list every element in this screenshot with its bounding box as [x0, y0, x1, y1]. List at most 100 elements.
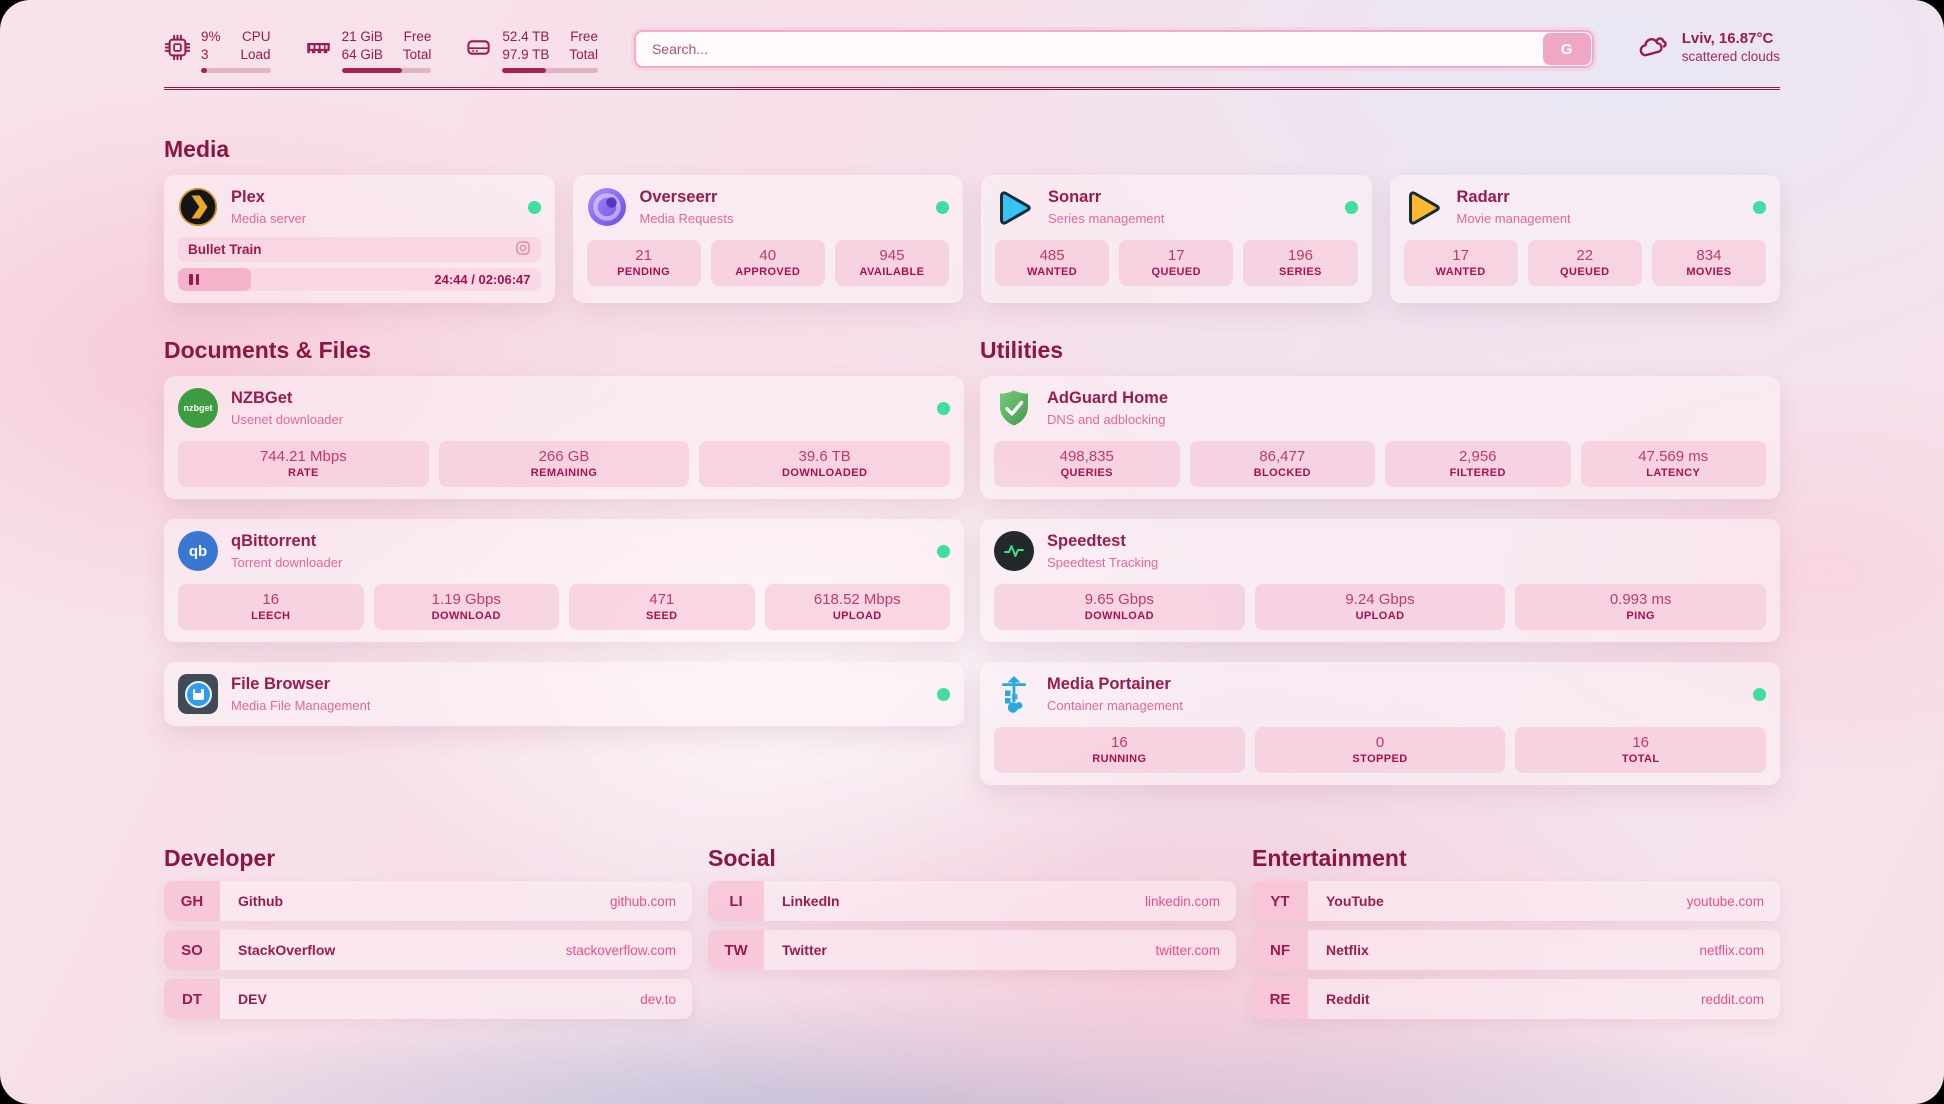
bookmark-host: linkedin.com [1144, 893, 1220, 909]
now-playing-title: Bullet Train [188, 242, 262, 258]
now-playing-row: Bullet Train [178, 237, 541, 263]
bookmark-name: DEV [238, 991, 267, 1008]
status-dot [936, 200, 949, 214]
stats-row: 498,835 QUERIES 86,477 BLOCKED 2,956 FIL… [994, 441, 1766, 488]
stat-leech: 16 LEECH [178, 584, 364, 631]
speedtest-link[interactable]: Speedtest Speedtest Tracking [994, 531, 1766, 572]
stats-row: 21 PENDING 40 APPROVED 945 AVAILABLE [586, 240, 950, 287]
stat-running: 16 RUNNING [994, 727, 1245, 774]
stat-latency: 47.569 ms LATENCY [1580, 441, 1766, 488]
stat-remaining: 266 GB REMAINING [438, 441, 690, 488]
bookmark-linkedin[interactable]: LI LinkedIn linkedin.com [708, 881, 1236, 922]
service-subtitle: Movie management [1456, 210, 1571, 226]
service-subtitle: DNS and adblocking [1047, 411, 1166, 427]
bookmark-abbr: YT [1252, 881, 1308, 922]
playback-progress-bar: 24:44 / 02:06:47 [178, 268, 541, 292]
service-card-nzbget: nzbget NZBGet Usenet downloader 744.21 M… [164, 376, 964, 500]
service-name: File Browser [231, 674, 331, 693]
sonarr-icon [995, 187, 1035, 227]
filebrowser-link[interactable]: File Browser Media File Management [178, 674, 950, 715]
bookmark-host: reddit.com [1700, 991, 1764, 1007]
bookmark-abbr: DT [164, 979, 220, 1020]
stat-downloaded: 39.6 TB DOWNLOADED [699, 441, 951, 488]
section-title-media: Media [164, 136, 230, 163]
bookmark-netflix[interactable]: NF Netflix netflix.com [1252, 930, 1780, 971]
nzbget-link[interactable]: nzbget NZBGet Usenet downloader [178, 388, 950, 429]
bookmark-name: StackOverflow [238, 942, 336, 959]
bookmark-abbr: SO [164, 930, 220, 971]
bookmark-reddit[interactable]: RE Reddit reddit.com [1252, 979, 1780, 1020]
bookmark-host: stackoverflow.com [565, 942, 676, 958]
adguard-icon [994, 388, 1034, 428]
pause-icon[interactable] [189, 274, 199, 286]
bookmark-name: YouTube [1326, 893, 1384, 910]
disk-free-label: Free [570, 29, 598, 44]
bookmark-abbr: LI [708, 881, 764, 922]
service-card-overseerr: Overseerr Media Requests 21 PENDING 40 A… [572, 175, 963, 304]
stat-stopped: 0 STOPPED [1254, 727, 1506, 774]
disk-progress-bar [502, 68, 598, 74]
bookmark-youtube[interactable]: YT YouTube youtube.com [1252, 881, 1780, 922]
playback-progress-fill [178, 268, 251, 292]
stats-row: 17 WANTED 22 QUEUED 834 MOVIES [1403, 240, 1767, 287]
qbittorrent-link[interactable]: qb qBittorrent Torrent downloader [178, 531, 950, 572]
service-subtitle: Media File Management [231, 697, 371, 713]
disk-widget: 52.4 TB Free 97.9 TB Total [465, 28, 598, 74]
bookmark-host: dev.to [640, 991, 676, 1007]
cpu-icon [164, 28, 191, 66]
radarr-link[interactable]: Radarr Movie management [1404, 187, 1766, 227]
service-subtitle: Speedtest Tracking [1047, 554, 1159, 570]
stat-download: 9.65 Gbps DOWNLOAD [994, 584, 1245, 631]
service-name: AdGuard Home [1047, 388, 1169, 407]
stat-approved: 40 APPROVED [710, 240, 825, 287]
sonarr-link[interactable]: Sonarr Series management [995, 187, 1358, 227]
nzbget-icon: nzbget [178, 388, 218, 429]
memory-free-label: Free [403, 29, 432, 44]
plex-link[interactable]: Plex Media server [178, 187, 541, 227]
bookmark-stackoverflow[interactable]: SO StackOverflow stackoverflow.com [164, 930, 692, 971]
memory-widget: 21 GiB Free 64 GiB Total [305, 28, 432, 74]
stat-filtered: 2,956 FILTERED [1385, 441, 1571, 488]
bookmark-host: netflix.com [1699, 942, 1764, 958]
bookmark-dev[interactable]: DT DEV dev.to [164, 979, 692, 1020]
service-subtitle: Torrent downloader [231, 554, 343, 570]
service-card-filebrowser: File Browser Media File Management [164, 662, 964, 727]
bookmark-name: Reddit [1326, 991, 1370, 1008]
service-subtitle: Container management [1047, 697, 1183, 713]
stat-ping: 0.993 ms PING [1515, 584, 1767, 631]
bookmark-github[interactable]: GH Github github.com [164, 881, 692, 922]
entertainment-column: Entertainment YT YouTube youtube.com NF … [1252, 845, 1780, 1020]
weather-widget: Lviv, 16.87°C scattered clouds [1636, 30, 1780, 67]
disk-total-label: Total [569, 46, 598, 62]
plex-icon [178, 187, 218, 227]
stats-row: 744.21 Mbps RATE 266 GB REMAINING 39.6 T… [178, 441, 951, 488]
overseerr-link[interactable]: Overseerr Media Requests [587, 187, 949, 227]
service-subtitle: Usenet downloader [231, 411, 344, 427]
service-name: qBittorrent [231, 531, 317, 550]
documents-column: Documents & Files nzbget NZBGet Usenet d… [164, 337, 964, 785]
portainer-link[interactable]: Media Portainer Container management [994, 674, 1766, 714]
service-name: Plex [231, 187, 265, 206]
service-name: Radarr [1456, 187, 1510, 206]
social-column: Social LI LinkedIn linkedin.com TW Twitt… [708, 845, 1236, 1019]
service-name: Media Portainer [1047, 674, 1171, 693]
adguard-link[interactable]: AdGuard Home DNS and adblocking [994, 388, 1766, 428]
status-dot [1344, 200, 1358, 214]
stats-row: 9.65 Gbps DOWNLOAD 9.24 Gbps UPLOAD 0.99… [994, 584, 1767, 631]
disk-free: 52.4 TB [502, 29, 550, 44]
stat-pending: 21 PENDING [586, 240, 701, 287]
stat-seed: 471 SEED [569, 584, 755, 631]
bookmark-name: LinkedIn [782, 893, 840, 910]
status-dot [937, 687, 950, 701]
search-provider-button[interactable]: G [1542, 33, 1591, 65]
camera-icon[interactable] [515, 240, 531, 259]
bookmark-twitter[interactable]: TW Twitter twitter.com [708, 930, 1236, 971]
service-subtitle: Media server [231, 210, 307, 226]
search-input[interactable] [635, 32, 1542, 66]
bookmark-abbr: TW [708, 930, 764, 971]
bookmark-host: twitter.com [1155, 942, 1220, 958]
bookmark-abbr: GH [164, 881, 220, 922]
memory-free: 21 GiB [341, 29, 383, 44]
scattered-clouds-icon [1636, 30, 1670, 67]
